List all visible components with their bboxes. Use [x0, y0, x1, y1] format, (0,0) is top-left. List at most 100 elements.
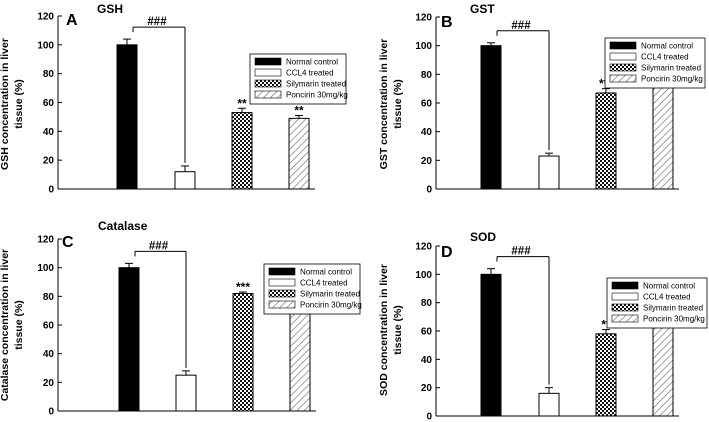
legend-label: CCL4 treated: [641, 53, 689, 62]
y-tick-label: 40: [421, 355, 433, 366]
comparison-label: ###: [147, 16, 167, 28]
y-tick-label: 20: [43, 378, 55, 389]
bar-open: [538, 392, 560, 417]
y-tick-label: 0: [426, 185, 432, 196]
panel-letter: A: [66, 12, 78, 29]
y-tick-label: 0: [48, 185, 54, 196]
legend-label: Poncirin 30mg/kg: [286, 91, 348, 100]
y-axis-label-line1: SOD concentration in liver: [378, 264, 390, 396]
bar-open: [538, 155, 560, 190]
y-tick-label: 0: [48, 407, 54, 418]
y-tick-label: 100: [37, 40, 54, 51]
legend: Normal control CCL4 treated Silymarin trea…: [606, 277, 708, 329]
y-tick-label: 120: [415, 242, 432, 253]
significance-label: **: [294, 103, 304, 117]
panel-letter: C: [62, 234, 74, 251]
legend-swatch-hatch: [268, 300, 296, 309]
bar-open: [175, 374, 197, 412]
significance-label: **: [601, 318, 611, 332]
panel-title: GSH: [97, 2, 123, 16]
y-tick-label: 20: [421, 156, 433, 167]
legend-label: Poncirin 30mg/kg: [641, 75, 703, 84]
bar-solid: [480, 273, 502, 417]
bar-hatch: [652, 326, 674, 417]
legend-label: Poncirin 30mg/kg: [300, 301, 362, 310]
legend-swatch-hatch: [254, 90, 282, 99]
y-tick-label: 60: [43, 321, 55, 332]
legend-label: Silymarin treated: [643, 304, 703, 313]
y-tick-label: 20: [43, 156, 55, 167]
legend-swatch-open: [254, 68, 282, 77]
y-axis-label-line2: tissue (%): [392, 305, 404, 355]
y-axis-label-line1: Catalase concentration in liver: [0, 249, 11, 401]
y-tick-label: 60: [421, 327, 433, 338]
bar-solid: [480, 45, 502, 190]
legend-label: Silymarin treated: [300, 290, 360, 299]
y-tick-label: 100: [415, 41, 432, 52]
bar-hatch: [652, 85, 674, 190]
legend-swatch-solid: [609, 41, 637, 50]
legend-swatch-checker: [609, 63, 637, 72]
y-tick-label: 100: [415, 270, 432, 281]
legend-label: CCL4 treated: [300, 279, 348, 288]
legend-swatch-solid: [268, 267, 296, 276]
legend-label: Silymarin treated: [286, 80, 346, 89]
y-tick-label: 100: [37, 263, 54, 274]
y-tick-label: 40: [421, 127, 433, 138]
y-tick-label: 0: [426, 412, 432, 422]
panel-letter: D: [441, 244, 453, 261]
legend-swatch-checker: [268, 289, 296, 298]
y-axis-label-line2: tissue (%): [13, 79, 25, 129]
bar-checker: [595, 92, 617, 190]
bar-hatch: [288, 117, 310, 190]
comparison-label: ###: [511, 20, 531, 32]
bars: ****###: [480, 246, 674, 417]
panel-catalase: Catalase concentration in liver tissue (…: [0, 219, 362, 418]
y-tick-label: 60: [43, 98, 55, 109]
panel-title: Catalase: [98, 219, 148, 233]
legend-swatch-open: [268, 278, 296, 287]
legend-swatch-hatch: [609, 74, 637, 83]
y-tick-label: 80: [43, 292, 55, 303]
legend-swatch-hatch: [611, 314, 639, 323]
y-axis-label-line1: GST concentration in liver: [378, 39, 390, 170]
bars: ** ** ###: [116, 16, 310, 190]
axes: 0 20 40 60 80 100 120: [415, 13, 679, 196]
y-axis-label-line2: tissue (%): [13, 300, 25, 350]
legend-label: Poncirin 30mg/kg: [643, 315, 705, 324]
y-tick-label: 120: [37, 235, 54, 246]
legend-swatch-open: [611, 292, 639, 301]
legend: Normal control CCL4 treated Silymarin trea…: [604, 37, 706, 89]
bar-checker: [232, 292, 254, 412]
legend-label: CCL4 treated: [286, 69, 334, 78]
bar-checker: [595, 333, 617, 417]
legend-swatch-checker: [611, 303, 639, 312]
bars: *****###: [118, 240, 311, 412]
axes: 0 20 40 60 80 100 120: [37, 235, 316, 418]
legend-swatch-checker: [254, 79, 282, 88]
legend-label: Normal control: [286, 58, 338, 67]
panel-title: SOD: [470, 230, 496, 244]
panel-letter: B: [441, 14, 453, 31]
y-axis-label-line1: GSH concentration in liver: [0, 38, 11, 170]
legend: Normal control CCL4 treated Silymarin trea…: [263, 263, 362, 315]
y-tick-label: 40: [43, 127, 55, 138]
legend-swatch-open: [609, 52, 637, 61]
legend-label: CCL4 treated: [643, 293, 691, 302]
y-tick-label: 120: [37, 12, 54, 23]
y-tick-label: 60: [421, 99, 433, 110]
legend-swatch-solid: [611, 281, 639, 290]
panel-gst: GST concentration in liver tissue (%) B …: [378, 2, 706, 196]
legend-swatch-solid: [254, 57, 282, 66]
bar-solid: [118, 267, 140, 412]
bar-checker: [231, 112, 253, 190]
comparison-label: ###: [149, 240, 169, 252]
y-tick-label: 80: [43, 69, 55, 80]
significance-label: **: [237, 96, 247, 110]
panel-title: GST: [470, 2, 495, 16]
axes: 0 20 40 60 80 100 120: [37, 12, 315, 196]
y-axis-label-line2: tissue (%): [392, 79, 404, 129]
legend-label: Silymarin treated: [641, 64, 701, 73]
y-tick-label: 40: [43, 349, 55, 360]
